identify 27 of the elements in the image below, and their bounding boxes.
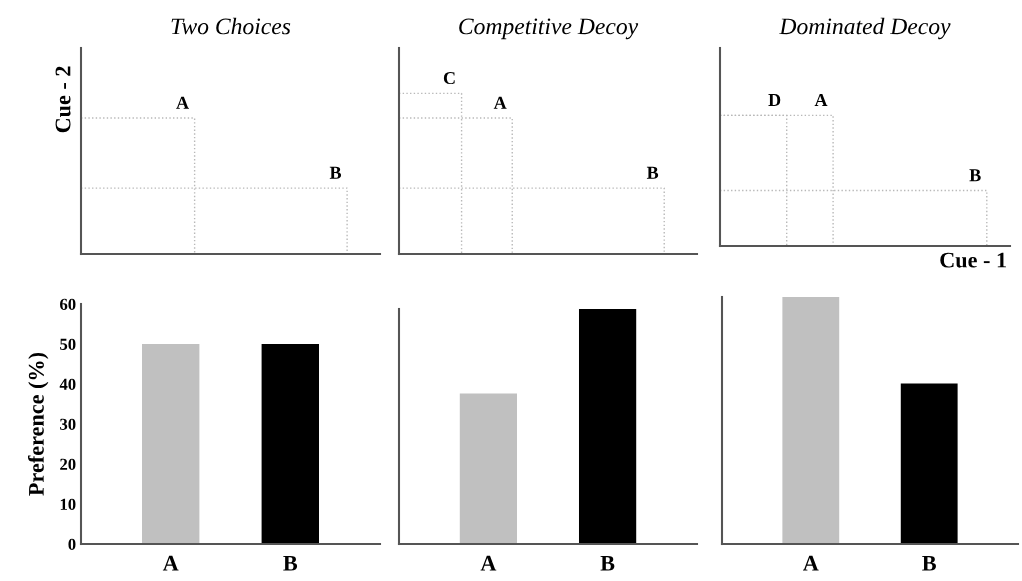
text: Two Choices xyxy=(171,17,291,35)
text: Dominated Decoy xyxy=(779,17,951,40)
y-tick-label: 50 xyxy=(60,338,76,350)
text: A xyxy=(176,96,189,109)
x-tick-label: B xyxy=(600,555,615,571)
x-tick-label: A xyxy=(802,555,819,571)
y-tick-label: 0 xyxy=(68,538,76,550)
x-tick-label: B xyxy=(922,555,936,571)
text: C xyxy=(443,71,455,85)
y-tick-label: 30 xyxy=(60,418,76,430)
text: B xyxy=(969,169,981,182)
text: Competitive Decoy xyxy=(459,18,639,40)
text: Cue - 2 xyxy=(55,66,71,133)
text: Cue - 1 xyxy=(940,252,1006,268)
text: A xyxy=(814,94,828,106)
x-tick-label: A xyxy=(480,555,497,571)
text: A xyxy=(493,96,507,109)
y-tick-label: 10 xyxy=(60,498,76,510)
y-axis-title: Preference (%) xyxy=(27,352,49,496)
y-tick-label: 60 xyxy=(60,298,76,310)
text: B xyxy=(646,166,659,179)
text: D xyxy=(768,94,781,106)
text: B xyxy=(329,166,342,179)
y-tick-label: 40 xyxy=(59,378,76,390)
y-tick-label: 20 xyxy=(60,458,76,470)
x-tick-label: B xyxy=(283,555,298,571)
x-tick-label: A xyxy=(162,555,179,571)
